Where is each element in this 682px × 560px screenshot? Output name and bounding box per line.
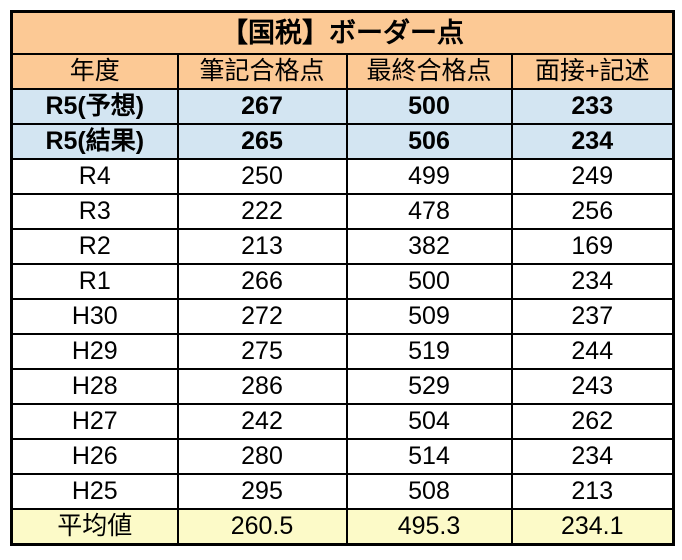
written-score-cell: 265 [176, 123, 348, 160]
table-row-h26: H26 280 514 234 [10, 438, 675, 475]
interview-score-cell: 262 [510, 403, 675, 440]
column-header-written-pass: 筆記合格点 [176, 53, 348, 90]
column-header-year: 年度 [10, 53, 179, 90]
table-row-r5-result: R5(結果) 265 506 234 [10, 123, 675, 160]
written-score-cell: 222 [176, 193, 348, 230]
table-row-r3: R3 222 478 256 [10, 193, 675, 230]
interview-score-cell: 233 [510, 88, 675, 125]
border-score-table: 【国税】ボーダー点 年度 筆記合格点 最終合格点 面接+記述 R5(予想) 26… [10, 10, 675, 546]
table-row-h28: H28 286 529 243 [10, 368, 675, 405]
final-score-cell: 508 [345, 473, 513, 510]
written-score-cell: 286 [176, 368, 348, 405]
final-score-cell: 499 [345, 158, 513, 195]
written-score-cell: 213 [176, 228, 348, 265]
table-row-average: 平均値 260.5 495.3 234.1 [10, 508, 675, 546]
written-score-cell: 242 [176, 403, 348, 440]
interview-score-cell: 237 [510, 298, 675, 335]
final-score-cell: 504 [345, 403, 513, 440]
year-cell: H29 [10, 333, 179, 370]
year-cell: R2 [10, 228, 179, 265]
final-score-cell: 519 [345, 333, 513, 370]
table-row-h29: H29 275 519 244 [10, 333, 675, 370]
final-score-cell: 500 [345, 88, 513, 125]
final-score-cell: 514 [345, 438, 513, 475]
table-header-row: 年度 筆記合格点 最終合格点 面接+記述 [10, 53, 675, 90]
interview-score-cell: 256 [510, 193, 675, 230]
interview-score-cell: 169 [510, 228, 675, 265]
year-cell: H27 [10, 403, 179, 440]
written-score-cell: 295 [176, 473, 348, 510]
year-cell: H26 [10, 438, 179, 475]
interview-score-cell: 213 [510, 473, 675, 510]
interview-score-cell: 243 [510, 368, 675, 405]
year-cell: R1 [10, 263, 179, 300]
table-row-r2: R2 213 382 169 [10, 228, 675, 265]
table-row-r4: R4 250 499 249 [10, 158, 675, 195]
year-cell: H30 [10, 298, 179, 335]
final-average-cell: 495.3 [345, 508, 513, 546]
final-score-cell: 506 [345, 123, 513, 160]
interview-score-cell: 234 [510, 438, 675, 475]
table-row-h27: H27 242 504 262 [10, 403, 675, 440]
written-average-cell: 260.5 [176, 508, 348, 546]
table-title-row: 【国税】ボーダー点 [10, 10, 675, 55]
written-score-cell: 250 [176, 158, 348, 195]
interview-score-cell: 249 [510, 158, 675, 195]
year-cell: R4 [10, 158, 179, 195]
column-header-final-pass: 最終合格点 [345, 53, 513, 90]
year-cell: R5(結果) [10, 123, 179, 160]
interview-average-cell: 234.1 [510, 508, 675, 546]
final-score-cell: 500 [345, 263, 513, 300]
year-cell: R3 [10, 193, 179, 230]
written-score-cell: 272 [176, 298, 348, 335]
final-score-cell: 529 [345, 368, 513, 405]
table-row-r5-forecast: R5(予想) 267 500 233 [10, 88, 675, 125]
final-score-cell: 382 [345, 228, 513, 265]
table-row-h25: H25 295 508 213 [10, 473, 675, 510]
interview-score-cell: 234 [510, 123, 675, 160]
final-score-cell: 509 [345, 298, 513, 335]
final-score-cell: 478 [345, 193, 513, 230]
table-title: 【国税】ボーダー点 [10, 10, 675, 55]
average-label-cell: 平均値 [10, 508, 179, 546]
interview-score-cell: 234 [510, 263, 675, 300]
year-cell: H25 [10, 473, 179, 510]
table-row-r1: R1 266 500 234 [10, 263, 675, 300]
year-cell: R5(予想) [10, 88, 179, 125]
column-header-interview-essay: 面接+記述 [510, 53, 675, 90]
written-score-cell: 267 [176, 88, 348, 125]
written-score-cell: 266 [176, 263, 348, 300]
table-row-h30: H30 272 509 237 [10, 298, 675, 335]
written-score-cell: 275 [176, 333, 348, 370]
written-score-cell: 280 [176, 438, 348, 475]
year-cell: H28 [10, 368, 179, 405]
interview-score-cell: 244 [510, 333, 675, 370]
